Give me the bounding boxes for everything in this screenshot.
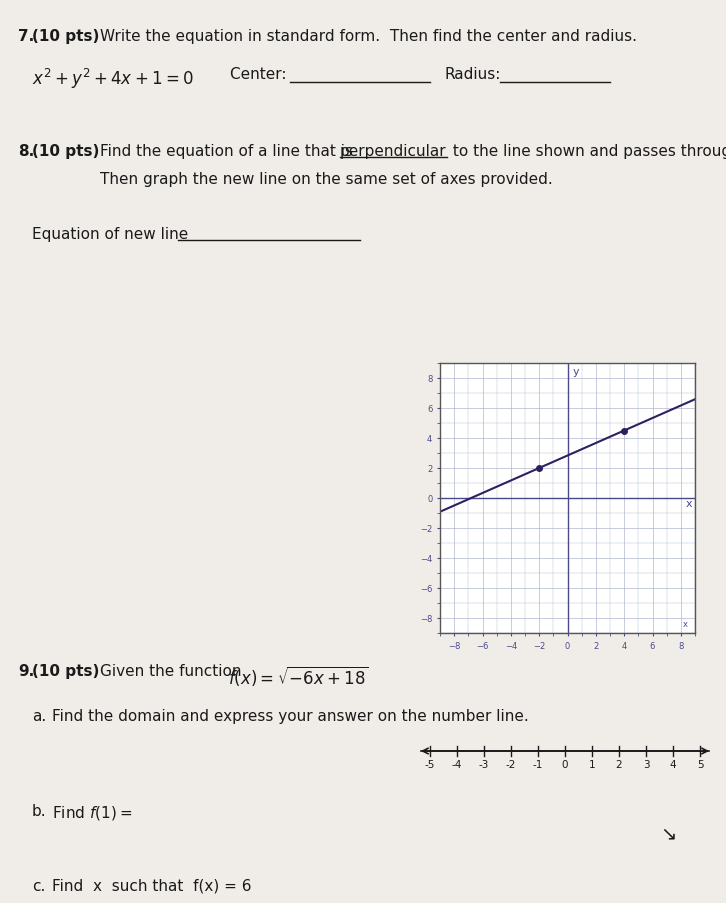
Text: x: x: [686, 498, 693, 508]
Text: perpendicular: perpendicular: [340, 144, 446, 159]
Text: 2: 2: [616, 759, 622, 769]
Text: Write the equation in standard form.  Then find the center and radius.: Write the equation in standard form. The…: [100, 29, 637, 44]
Text: a.: a.: [32, 708, 46, 723]
Text: Then graph the new line on the same set of axes provided.: Then graph the new line on the same set …: [100, 172, 552, 187]
Text: Find the domain and express your answer on the number line.: Find the domain and express your answer …: [52, 708, 529, 723]
Text: $x^2 + y^2 + 4x + 1 = 0$: $x^2 + y^2 + 4x + 1 = 0$: [32, 67, 194, 91]
Text: Given the function: Given the function: [100, 664, 242, 678]
Text: Find  x  such that  f(x) = 6: Find x such that f(x) = 6: [52, 878, 251, 893]
Text: Equation of new line: Equation of new line: [32, 227, 193, 242]
Text: to the line shown and passes through the point (2, −7).: to the line shown and passes through the…: [448, 144, 726, 159]
Text: -2: -2: [506, 759, 516, 769]
Text: $f(x) = \sqrt{-6x + 18}$: $f(x) = \sqrt{-6x + 18}$: [228, 664, 369, 687]
Text: c.: c.: [32, 878, 45, 893]
Text: Radius:: Radius:: [445, 67, 502, 82]
Text: (10 pts): (10 pts): [32, 144, 99, 159]
Text: (10 pts): (10 pts): [32, 664, 99, 678]
Text: -4: -4: [452, 759, 462, 769]
Text: 9.: 9.: [18, 664, 34, 678]
Text: (10 pts): (10 pts): [32, 29, 99, 44]
Text: 1: 1: [589, 759, 595, 769]
Text: Find $f(1) =$: Find $f(1) =$: [52, 803, 132, 821]
Text: -3: -3: [479, 759, 489, 769]
Text: Find the equation of a line that is: Find the equation of a line that is: [100, 144, 358, 159]
Text: -5: -5: [425, 759, 435, 769]
Text: x: x: [682, 619, 688, 628]
Text: ↘: ↘: [660, 824, 677, 842]
Text: -1: -1: [533, 759, 543, 769]
Text: b.: b.: [32, 803, 46, 818]
Text: 0: 0: [562, 759, 568, 769]
Text: 3: 3: [643, 759, 649, 769]
Text: 8.: 8.: [18, 144, 34, 159]
Text: y: y: [573, 367, 579, 377]
Text: 7.: 7.: [18, 29, 34, 44]
Text: Center:: Center:: [230, 67, 291, 82]
Text: 4: 4: [669, 759, 677, 769]
Text: 5: 5: [697, 759, 703, 769]
